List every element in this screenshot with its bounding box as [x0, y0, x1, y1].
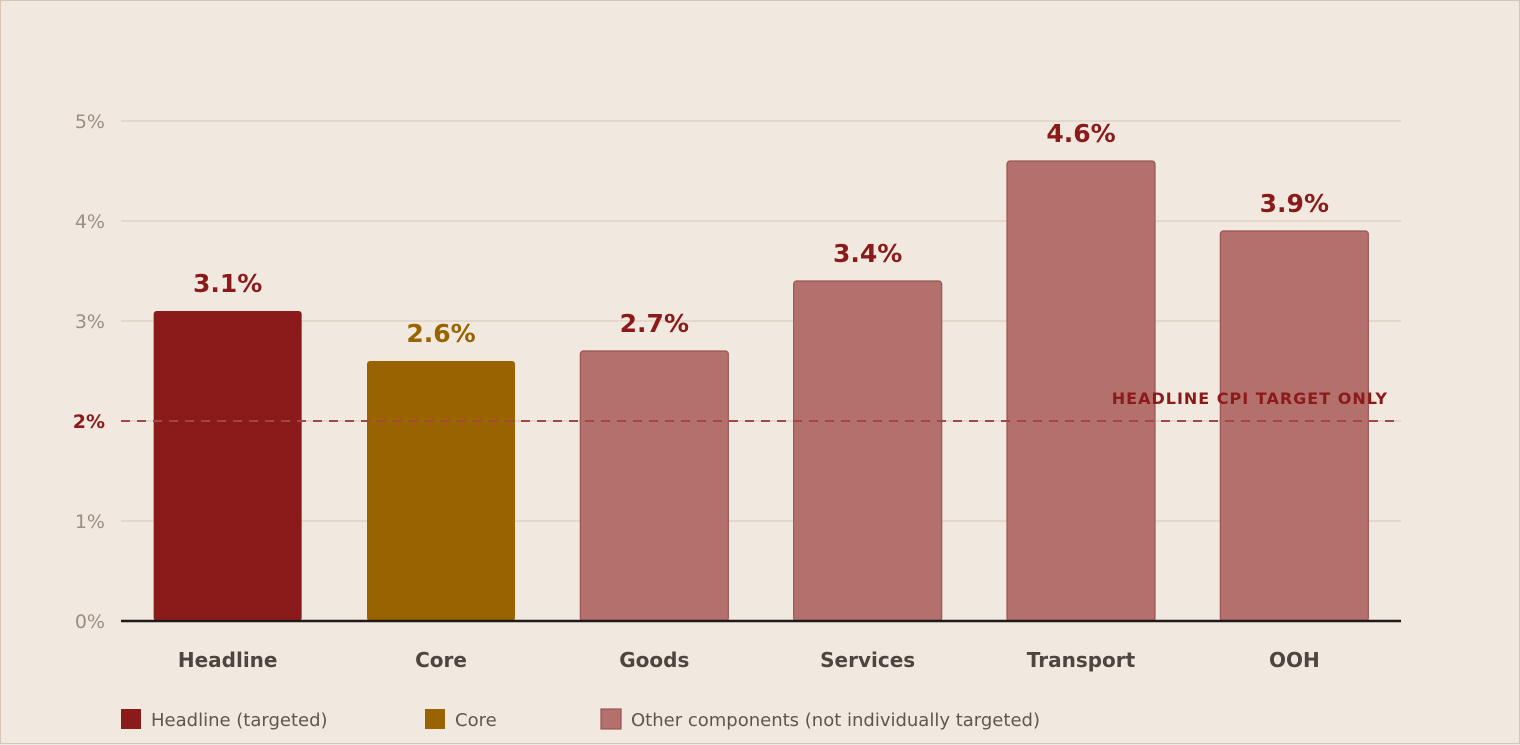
x-tick-label: OOH [1269, 648, 1320, 672]
bar-core [367, 361, 515, 621]
bar-services [793, 280, 943, 622]
data-label: 3.4% [833, 239, 902, 268]
legend-entry: Other components (not individually targe… [631, 710, 1040, 731]
x-tick-label: Services [820, 648, 915, 672]
y-tick-label: 0% [75, 611, 105, 633]
y-tick-label: 4% [75, 211, 105, 233]
y-tick-label: 1% [75, 511, 105, 533]
y-tick-label: 2% [73, 411, 105, 433]
x-tick-label: Headline [178, 648, 278, 672]
y-tick-label: 5% [75, 111, 105, 133]
x-tick-label: Transport [1027, 648, 1136, 672]
x-tick-label: Core [415, 648, 467, 672]
data-label: 2.6% [406, 319, 475, 348]
y-tick-label: 3% [75, 311, 105, 333]
data-label: 3.9% [1260, 189, 1329, 218]
bar-headline [153, 311, 302, 621]
data-label: 2.7% [620, 309, 689, 338]
data-label: 4.6% [1046, 119, 1115, 148]
legend-swatch-headline [121, 709, 141, 729]
x-tick-label: Goods [619, 648, 689, 672]
bar-goods [579, 350, 729, 622]
legend-swatch-core [425, 709, 445, 729]
target-line-label: HEADLINE CPI TARGET ONLY [1112, 389, 1388, 408]
data-label: 3.1% [193, 269, 262, 298]
bar-ooh [1219, 230, 1369, 622]
legend-swatch-other [600, 708, 622, 730]
legend-entry: Headline (targeted) [151, 710, 328, 731]
legend-entry: Core [455, 710, 497, 731]
